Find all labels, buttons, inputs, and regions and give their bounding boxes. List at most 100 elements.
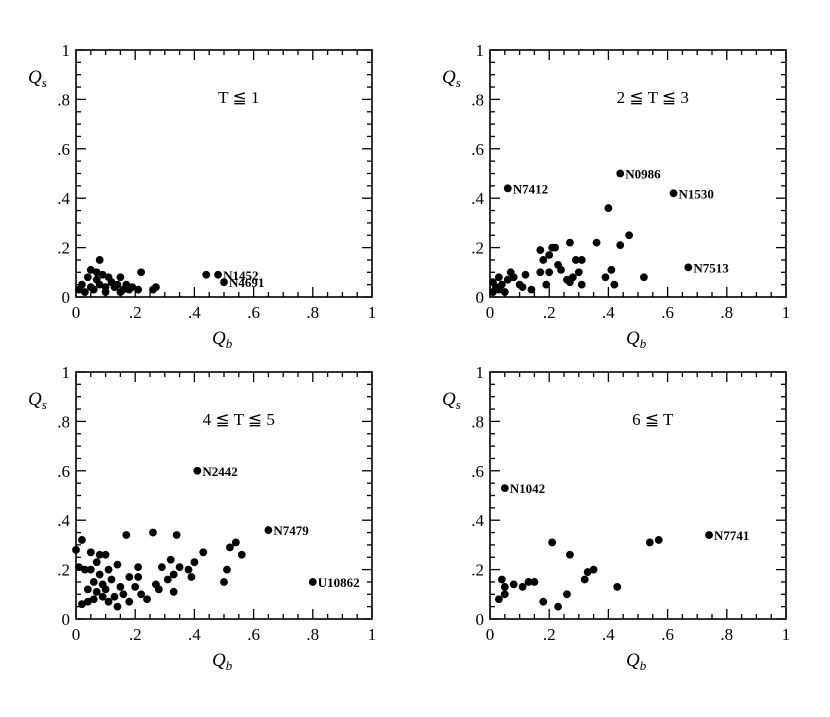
data-point <box>157 563 166 572</box>
y-tick-label: .4 <box>471 189 484 208</box>
data-point <box>89 578 98 586</box>
data-point <box>226 543 234 552</box>
data-point <box>521 270 530 279</box>
data-point <box>223 565 231 574</box>
y-tick-label: .2 <box>57 561 70 580</box>
data-point <box>152 283 160 292</box>
data-point <box>169 570 178 579</box>
y-tick-label: .4 <box>57 511 70 530</box>
data-point <box>566 238 574 247</box>
y-tick-label: .6 <box>471 140 484 159</box>
data-point <box>616 169 625 178</box>
data-point <box>172 531 181 539</box>
data-point <box>169 587 178 596</box>
data-point <box>75 563 83 572</box>
data-point-label: N7412 <box>513 181 548 196</box>
y-axis-label: Qs <box>28 67 47 90</box>
y-tick-label: .8 <box>57 90 70 109</box>
y-tick-label: 0 <box>62 288 71 307</box>
data-point <box>308 578 317 586</box>
data-point <box>163 575 172 584</box>
data-point <box>78 600 86 609</box>
x-tick-label: .8 <box>306 303 319 322</box>
data-point <box>199 548 208 557</box>
data-point <box>193 466 202 475</box>
x-tick-label: 0 <box>486 303 495 322</box>
x-tick-label: .4 <box>188 625 201 644</box>
y-tick-label: .6 <box>471 462 484 481</box>
data-point <box>116 582 125 591</box>
data-point <box>571 256 580 264</box>
x-tick-label: .2 <box>543 303 556 322</box>
data-point <box>116 273 125 282</box>
data-point <box>86 265 95 274</box>
data-point <box>542 280 551 289</box>
data-point <box>98 592 107 601</box>
x-tick-label: .2 <box>129 303 142 322</box>
data-point <box>80 565 89 574</box>
data-point <box>264 526 273 534</box>
data-point <box>119 590 128 599</box>
data-point <box>503 275 512 284</box>
x-tick-label: 1 <box>782 303 791 322</box>
data-point <box>184 565 193 574</box>
data-point <box>95 550 104 559</box>
data-point <box>524 578 533 586</box>
data-point <box>574 268 583 277</box>
data-point <box>86 548 95 557</box>
x-tick-label: 0 <box>486 625 495 644</box>
data-point <box>577 280 586 289</box>
y-tick-label: .2 <box>471 239 484 258</box>
data-point <box>101 550 110 559</box>
data-point <box>128 283 137 292</box>
data-point <box>566 550 574 559</box>
data-point <box>95 570 104 579</box>
y-tick-label: .8 <box>57 412 70 431</box>
y-tick-label: .2 <box>57 239 70 258</box>
data-point <box>89 285 98 294</box>
data-point <box>557 265 565 274</box>
data-point <box>83 597 92 606</box>
data-point <box>113 560 122 569</box>
data-point <box>613 582 622 591</box>
y-tick-label: 1 <box>476 363 485 382</box>
data-point <box>568 273 577 282</box>
data-point <box>607 265 616 274</box>
data-point <box>500 288 509 296</box>
data-point <box>497 575 506 584</box>
x-tick-label: .2 <box>129 625 142 644</box>
data-point <box>78 280 86 289</box>
data-point <box>83 585 92 594</box>
panel-condition-label: 4 ≦ T ≦ 5 <box>203 410 275 429</box>
data-point-label: U10862 <box>318 575 360 590</box>
data-point <box>72 545 80 554</box>
data-point <box>101 288 110 296</box>
data-point-label: N7513 <box>693 260 729 275</box>
data-point <box>669 189 678 198</box>
data-point <box>237 550 246 559</box>
data-point <box>80 288 89 296</box>
y-tick-label: .4 <box>471 511 484 530</box>
data-point <box>604 204 613 212</box>
data-point-label: N1042 <box>510 481 545 496</box>
y-tick-label: 0 <box>476 288 485 307</box>
data-point <box>220 278 228 287</box>
data-point <box>92 558 101 567</box>
data-point-label: N2442 <box>202 464 237 479</box>
data-point <box>497 280 506 289</box>
data-point <box>583 568 592 576</box>
data-point <box>175 563 184 572</box>
data-point <box>98 270 107 279</box>
y-tick-label: 1 <box>62 41 71 60</box>
data-point <box>104 597 113 606</box>
data-point <box>122 531 131 539</box>
data-point <box>500 590 509 599</box>
x-tick-label: .6 <box>661 625 674 644</box>
data-point <box>518 582 527 591</box>
data-point <box>645 538 654 547</box>
data-point <box>500 484 509 492</box>
panel-condition-label: 2 ≦ T ≦ 3 <box>617 88 689 107</box>
data-point-label: N1452 <box>223 268 258 283</box>
data-point <box>536 246 545 254</box>
data-point <box>231 538 240 547</box>
